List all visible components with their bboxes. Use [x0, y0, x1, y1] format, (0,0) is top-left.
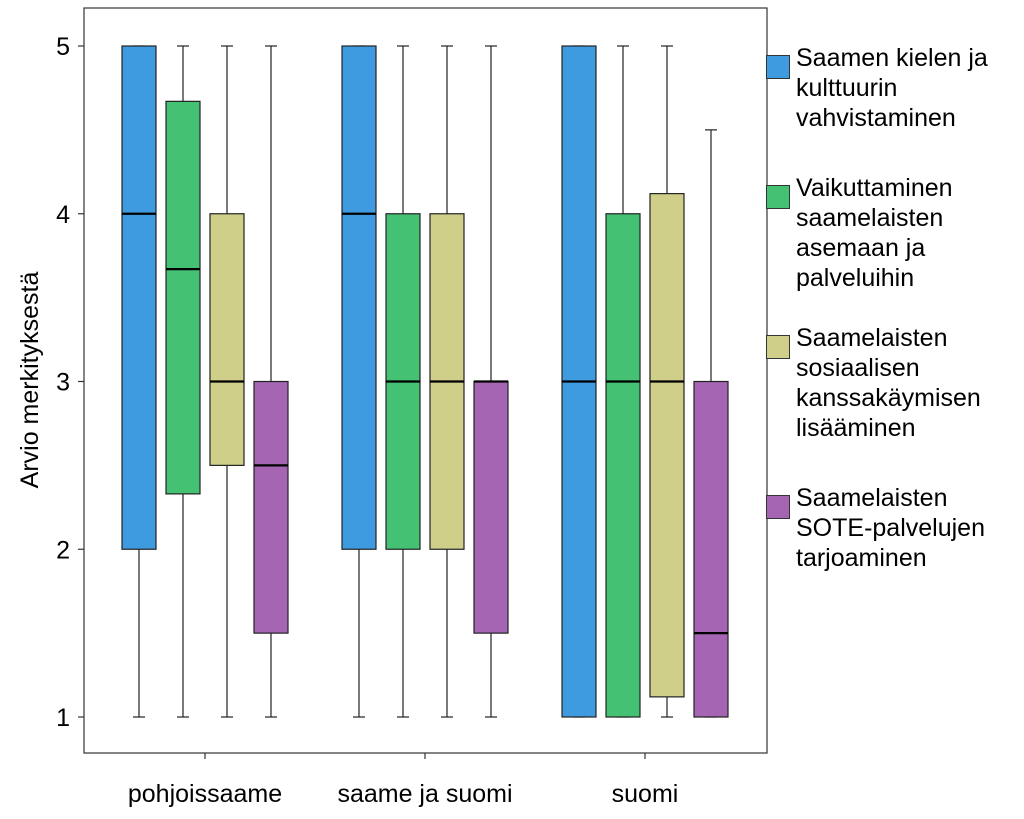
box-0-2 [561, 45, 597, 718]
y-tick-label: 2 [56, 536, 70, 564]
x-axis: pohjoissaame saame ja suomi suomi [128, 753, 678, 808]
box-rect [253, 380, 289, 634]
box-1-1 [385, 45, 421, 718]
box-3-1 [473, 45, 509, 718]
box-3-2 [693, 129, 729, 718]
legend-item: Vaikuttaminen saamelaisten asemaan ja pa… [766, 173, 1022, 293]
x-tick-label: suomi [612, 780, 679, 808]
box-rect [693, 380, 729, 718]
boxes [121, 45, 729, 718]
box-2-0 [209, 45, 245, 718]
y-tick-label: 3 [56, 369, 70, 397]
box-rect [209, 213, 245, 466]
x-tick-label: pohjoissaame [128, 780, 282, 808]
box-rect [341, 45, 377, 550]
legend-swatch [766, 335, 790, 359]
box-0-0 [121, 45, 157, 718]
box-2-2 [649, 45, 685, 718]
legend-swatch [766, 55, 790, 79]
box-0-1 [341, 45, 377, 718]
x-tick-label: saame ja suomi [337, 780, 512, 808]
box-rect [649, 193, 685, 698]
legend-swatch [766, 185, 790, 209]
box-rect [473, 380, 509, 634]
y-axis-title: Arvio merkityksestä [16, 272, 44, 489]
legend-item: Saamen kielen ja kulttuurin vahvistamine… [766, 43, 1022, 133]
box-1-0 [165, 45, 201, 718]
y-tick-label: 5 [56, 33, 70, 61]
legend-label: Saamen kielen ja kulttuurin vahvistamine… [796, 44, 988, 132]
legend-label: Saamelaisten sosiaalisen kanssakäymisen … [796, 324, 981, 442]
box-2-1 [429, 45, 465, 718]
legend-item: Saamelaisten sosiaalisen kanssakäymisen … [766, 323, 1022, 443]
box-rect [605, 213, 641, 718]
legend-label: Vaikuttaminen saamelaisten asemaan ja pa… [796, 174, 953, 292]
box-3-0 [253, 45, 289, 718]
box-rect [121, 45, 157, 550]
box-1-2 [605, 45, 641, 718]
legend-swatch [766, 495, 790, 519]
y-tick-label: 1 [56, 704, 70, 732]
y-axis: 1 2 3 4 5 [56, 33, 84, 732]
legend-item: Saamelaisten SOTE-palvelujen tarjoaminen [766, 483, 1022, 573]
box-rect [165, 100, 201, 495]
y-tick-label: 4 [56, 201, 70, 229]
legend-label: Saamelaisten SOTE-palvelujen tarjoaminen [796, 484, 985, 572]
